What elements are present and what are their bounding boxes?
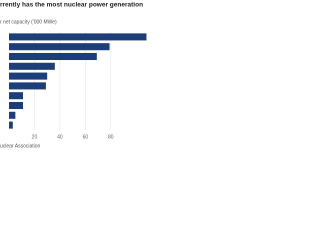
bar	[9, 101, 23, 110]
bar	[9, 52, 97, 61]
x-tick-label: 80	[108, 134, 114, 140]
bar	[9, 43, 110, 51]
bar	[9, 121, 13, 129]
chart: rrently has the most nuclear power gener…	[0, 2, 147, 149]
x-tick-label: 60	[83, 134, 89, 140]
bar	[9, 92, 23, 100]
x-tick-label: 40	[57, 134, 63, 140]
chart-subtitle: r net capacity ('000 MWe)	[0, 19, 57, 25]
bar	[9, 33, 147, 41]
bar	[9, 111, 16, 119]
bar	[9, 62, 55, 70]
x-tick-label: 20	[32, 134, 38, 140]
chart-title: rrently has the most nuclear power gener…	[0, 2, 143, 9]
source: uclear Association	[0, 143, 41, 149]
bar	[9, 82, 46, 90]
bar	[9, 72, 48, 80]
